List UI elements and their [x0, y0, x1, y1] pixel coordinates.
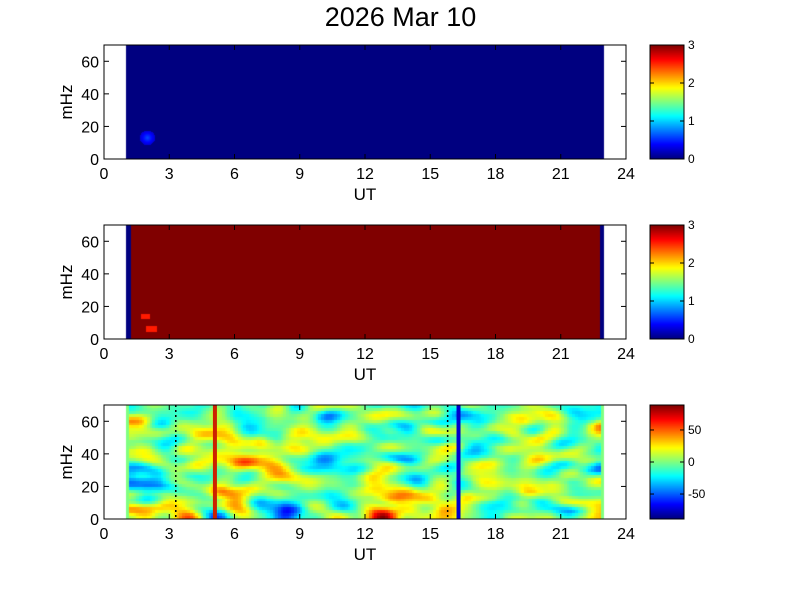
figure-title: 2026 Mar 10	[324, 2, 477, 32]
colorbar-tick-label: 3	[688, 38, 695, 52]
x-tick-label: 6	[230, 526, 239, 543]
x-tick-label: 9	[295, 346, 304, 363]
colorbar-2	[650, 225, 684, 339]
y-tick-label: 0	[90, 152, 99, 169]
x-tick-label: 6	[230, 166, 239, 183]
colorbar-box-3	[649, 404, 685, 520]
x-tick-label: 9	[295, 166, 304, 183]
x-axis-label: UT	[354, 365, 377, 384]
y-tick-label: 0	[90, 332, 99, 349]
colorbar-tick-label: 50	[688, 423, 702, 437]
axes-box-2	[103, 224, 627, 340]
x-axis-label: UT	[354, 185, 377, 204]
y-axis-label: mHz	[57, 85, 76, 120]
x-tick-label: 24	[617, 166, 635, 183]
x-tick-label: 24	[617, 346, 635, 363]
colorbar-3	[650, 405, 684, 519]
colorbar-tick-label: 0	[688, 152, 695, 166]
x-tick-label: 15	[421, 166, 439, 183]
x-tick-label: 12	[356, 166, 374, 183]
colorbar-box-1	[649, 44, 685, 160]
x-tick-label: 18	[487, 346, 505, 363]
y-tick-label: 60	[81, 234, 99, 251]
y-tick-label: 20	[81, 299, 99, 316]
x-axis-label: UT	[354, 545, 377, 564]
x-tick-label: 3	[165, 166, 174, 183]
heatmap-3	[104, 405, 626, 519]
x-tick-label: 6	[230, 346, 239, 363]
y-tick-label: 20	[81, 479, 99, 496]
heatmap-2	[104, 225, 626, 339]
x-tick-label: 21	[552, 346, 570, 363]
colorbar-tick-label: 1	[688, 294, 695, 308]
x-tick-label: 3	[165, 346, 174, 363]
x-tick-label: 0	[100, 166, 109, 183]
colorbar-tick-label: 2	[688, 256, 695, 270]
x-tick-label: 0	[100, 526, 109, 543]
y-tick-label: 40	[81, 267, 99, 284]
x-tick-label: 9	[295, 526, 304, 543]
y-axis-label: mHz	[57, 265, 76, 300]
y-tick-label: 0	[90, 512, 99, 529]
x-tick-label: 24	[617, 526, 635, 543]
x-tick-label: 15	[421, 346, 439, 363]
colorbar-box-2	[649, 224, 685, 340]
y-tick-label: 40	[81, 447, 99, 464]
x-tick-label: 15	[421, 526, 439, 543]
axes-box-1	[103, 44, 627, 160]
colorbar-tick-label: 0	[688, 332, 695, 346]
heatmap-1	[104, 45, 626, 159]
colorbar-tick-label: -50	[688, 487, 706, 501]
x-tick-label: 21	[552, 166, 570, 183]
y-tick-label: 20	[81, 119, 99, 136]
axes-box-3	[103, 404, 627, 520]
x-tick-label: 12	[356, 526, 374, 543]
y-tick-label: 60	[81, 414, 99, 431]
x-tick-label: 18	[487, 526, 505, 543]
colorbar-tick-label: 2	[688, 76, 695, 90]
colorbar-tick-label: 3	[688, 218, 695, 232]
y-tick-label: 40	[81, 87, 99, 104]
x-tick-label: 12	[356, 346, 374, 363]
y-tick-label: 60	[81, 54, 99, 71]
colorbar-tick-label: 0	[688, 455, 695, 469]
colorbar-tick-label: 1	[688, 114, 695, 128]
x-tick-label: 18	[487, 166, 505, 183]
colorbar-1	[650, 45, 684, 159]
x-tick-label: 3	[165, 526, 174, 543]
x-tick-label: 21	[552, 526, 570, 543]
y-axis-label: mHz	[57, 445, 76, 480]
x-tick-label: 0	[100, 346, 109, 363]
